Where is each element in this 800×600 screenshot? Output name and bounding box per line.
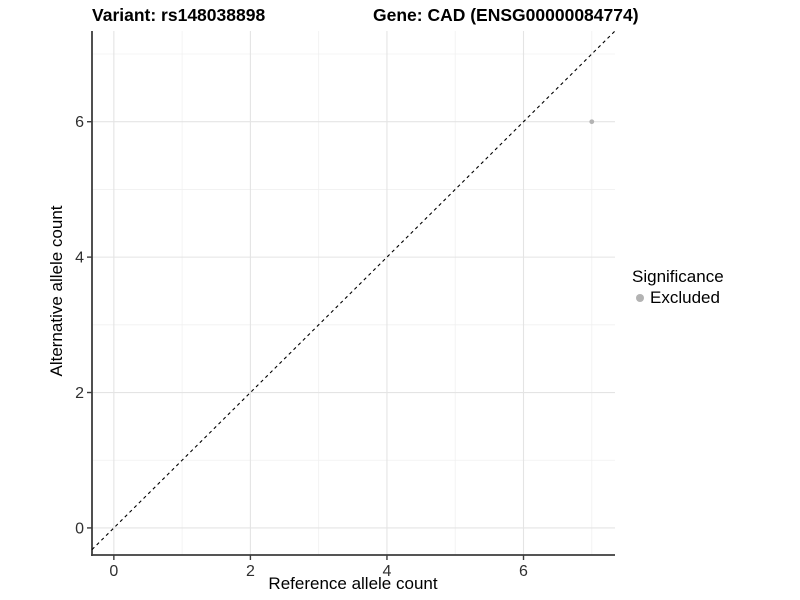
x-tick-label: 0 [109,563,118,580]
identity-line [91,30,616,550]
plot-title-gene: Gene: CAD (ENSG00000084774) [373,5,639,25]
legend-item: Excluded [632,288,724,308]
x-axis-title: Reference allele count [268,574,438,593]
x-tick-label: 2 [246,563,255,580]
y-tick-label: 2 [75,385,84,402]
y-axis-title: Alternative allele count [47,205,66,377]
legend: Significance Excluded [632,266,724,308]
x-tick-label: 6 [519,563,528,580]
y-tick-label: 6 [75,114,84,131]
data-point [589,119,595,125]
x-tick-label: 4 [383,563,392,580]
plot-title-variant: Variant: rs148038898 [92,5,266,25]
legend-label: Excluded [650,288,720,307]
legend-title: Significance [632,267,724,286]
y-tick-label: 0 [75,520,84,537]
y-tick-label: 4 [75,250,84,267]
legend-point-icon [636,294,644,302]
legend-items: Excluded [632,288,724,308]
